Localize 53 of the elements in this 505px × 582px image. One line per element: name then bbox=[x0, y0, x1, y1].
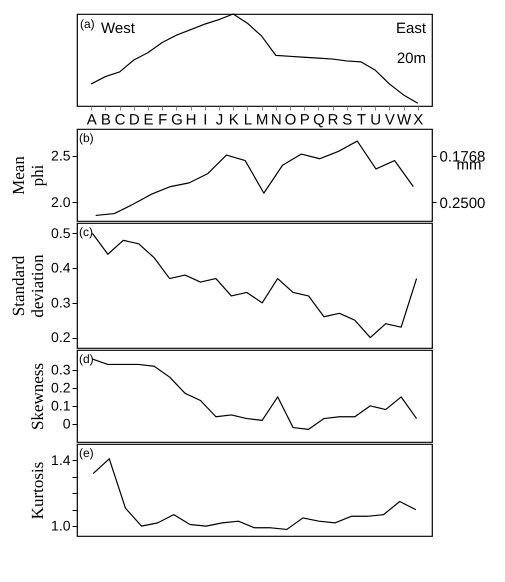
annotation: (d) bbox=[79, 352, 94, 366]
x-tick-label: Q bbox=[313, 112, 325, 128]
x-tick-label: E bbox=[143, 112, 154, 128]
line-series bbox=[92, 232, 418, 338]
x-tick-label: G bbox=[171, 112, 183, 128]
y-axis-title: Mean phi bbox=[9, 156, 48, 195]
y-tick-label: 2.0 bbox=[51, 194, 71, 210]
x-tick-label: R bbox=[328, 112, 339, 128]
y2-tick-label: 0.2500 bbox=[440, 194, 486, 212]
x-tick-label: S bbox=[342, 112, 352, 128]
annotation: (e) bbox=[79, 446, 94, 460]
y-tick-label: 0.5 bbox=[51, 224, 71, 241]
y-tick-label: 0.4 bbox=[51, 260, 71, 276]
x-tick-label: N bbox=[270, 112, 282, 128]
x-tick-label: C bbox=[114, 112, 126, 128]
line-series bbox=[92, 458, 416, 530]
y-axis-title: Skewness bbox=[28, 362, 48, 430]
x-tick-label: U bbox=[370, 112, 382, 128]
y-tick-label: 0.2 bbox=[51, 379, 71, 396]
x-tick-label: X bbox=[413, 112, 424, 128]
x-tick-label: I bbox=[203, 112, 208, 128]
annotation: West bbox=[101, 20, 136, 37]
annotation: (a) bbox=[80, 17, 95, 31]
x-tick-label: H bbox=[186, 112, 197, 128]
annotation: East bbox=[396, 20, 427, 37]
y-tick-label: 0.2 bbox=[51, 329, 71, 346]
x-tick-label: A bbox=[86, 112, 97, 128]
x-tick-label: L bbox=[244, 112, 252, 128]
y-tick-label: 1.4 bbox=[51, 452, 71, 468]
annotation: (c) bbox=[79, 225, 93, 239]
y-tick-label: 0 bbox=[62, 415, 71, 432]
line-series bbox=[95, 140, 414, 216]
y-tick-label: 0.3 bbox=[51, 294, 71, 310]
y-tick-label: 1.0 bbox=[51, 518, 71, 534]
y-axis-title: Standard deviation bbox=[9, 254, 48, 318]
y-tick-label: 0.3 bbox=[51, 361, 71, 378]
x-tick-label: V bbox=[384, 112, 395, 128]
y-axis-title: Kurtosis bbox=[28, 462, 48, 520]
y-tick-label: 2.5 bbox=[51, 147, 71, 164]
x-tick-label: J bbox=[216, 112, 224, 128]
x-tick-label: F bbox=[158, 112, 168, 128]
y-tick-label: 0.1 bbox=[51, 397, 71, 414]
x-tick-label: O bbox=[284, 112, 296, 128]
x-tick-label: T bbox=[356, 112, 366, 128]
annotation: 20m bbox=[396, 50, 426, 67]
x-tick-label: P bbox=[300, 112, 310, 128]
annotation: (b) bbox=[79, 131, 94, 145]
x-tick-label: W bbox=[397, 112, 412, 128]
x-tick-label: K bbox=[228, 112, 239, 128]
x-tick-label: D bbox=[128, 112, 140, 128]
x-tick-label: M bbox=[256, 112, 268, 128]
line-series bbox=[92, 358, 418, 430]
x-tick-label: B bbox=[100, 112, 111, 128]
